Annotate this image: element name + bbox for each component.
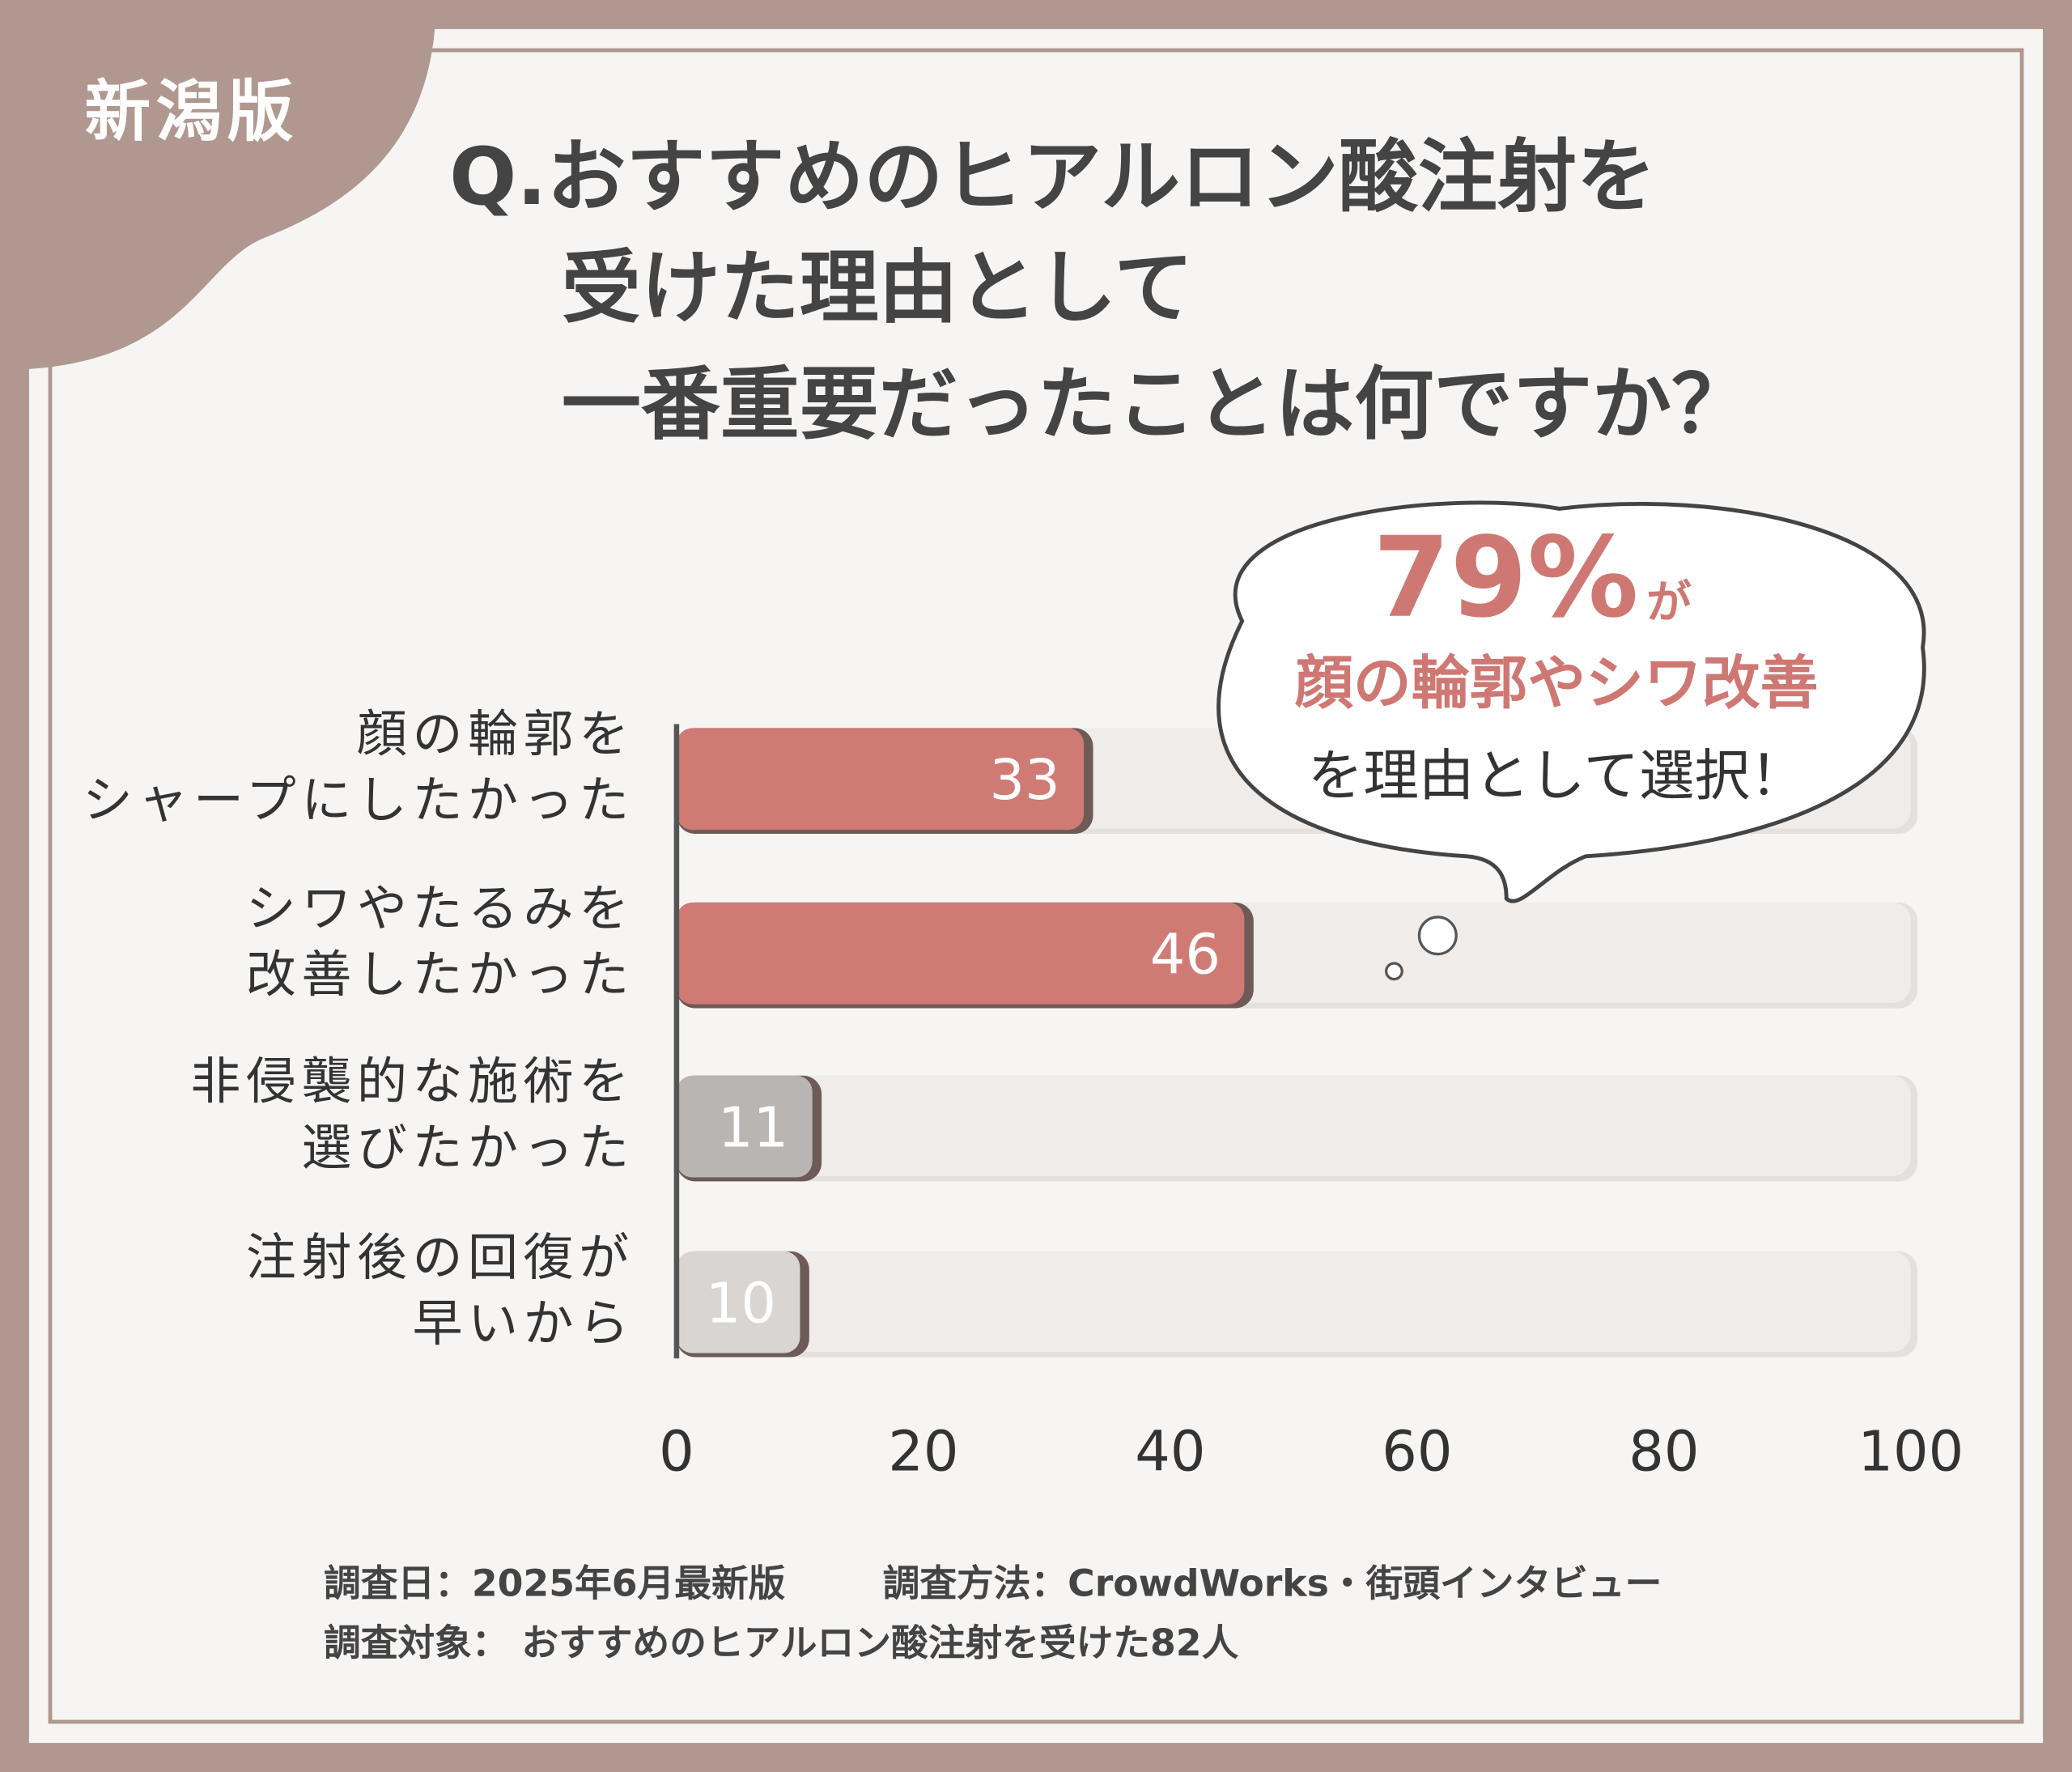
title-line: Q.おすすめのヒアルロン酸注射を xyxy=(449,131,1656,223)
bar xyxy=(676,902,1245,1005)
callout-highlight: 79% xyxy=(1373,514,1638,643)
footnote: 調査対象： おすすめのヒアルロン酸注射を受けた82人 xyxy=(324,1621,1239,1664)
y-tick-label: 選びたかった xyxy=(301,1118,634,1177)
title-line: 受けた理由として xyxy=(562,242,1194,334)
bubble-dot xyxy=(1385,962,1403,981)
footnote: 調査日：2025年6月最新版 xyxy=(324,1562,786,1604)
badge-shape xyxy=(0,0,436,371)
y-tick-label: 顔の輪郭を xyxy=(357,704,635,763)
x-tick-label: 20 xyxy=(888,1419,958,1484)
y-tick-label: シワやたるみを xyxy=(246,878,635,937)
value-label: 33 xyxy=(990,748,1060,813)
value-label: 46 xyxy=(1150,922,1221,987)
bubble-dot xyxy=(1417,916,1458,956)
x-tick-label: 40 xyxy=(1135,1419,1205,1484)
x-tick-label: 60 xyxy=(1382,1419,1452,1484)
value-label: 11 xyxy=(718,1095,788,1160)
footnote: 調査方法：CrowdWorks・街頭インタビュー xyxy=(883,1562,1662,1604)
title-line: 一番重要だったことは何ですか？ xyxy=(562,359,1751,451)
y-tick-label: 改善したかった xyxy=(246,945,635,1004)
y-tick-label: 早いから xyxy=(412,1294,634,1353)
y-tick-label: 非侵襲的な施術を xyxy=(190,1052,634,1111)
panel xyxy=(28,28,2044,1744)
callout-text: を理由として選択！ xyxy=(1308,744,1806,809)
callout-text: 顔の輪郭やシワ改善 xyxy=(1295,648,1819,716)
y-tick-label: 注射後の回復が xyxy=(246,1227,635,1286)
callout-text: が xyxy=(1646,576,1692,629)
x-tick-label: 0 xyxy=(659,1419,694,1484)
track xyxy=(676,1075,1911,1176)
bar xyxy=(676,1251,800,1353)
speech-bubble xyxy=(1216,500,1926,903)
y-tick-label: シャープにしたかった xyxy=(83,771,635,830)
badge-text: 新潟版 xyxy=(85,74,299,151)
bar xyxy=(676,728,1085,831)
value-label: 10 xyxy=(706,1271,776,1336)
x-tick-label: 80 xyxy=(1628,1419,1699,1484)
track xyxy=(676,1251,1911,1352)
callout: 79% が 顔の輪郭やシワ改善 を理由として選択！ xyxy=(1216,500,1926,981)
inner-border xyxy=(48,48,2024,1724)
x-tick-label: 100 xyxy=(1858,1419,1964,1484)
bar xyxy=(676,1075,813,1178)
